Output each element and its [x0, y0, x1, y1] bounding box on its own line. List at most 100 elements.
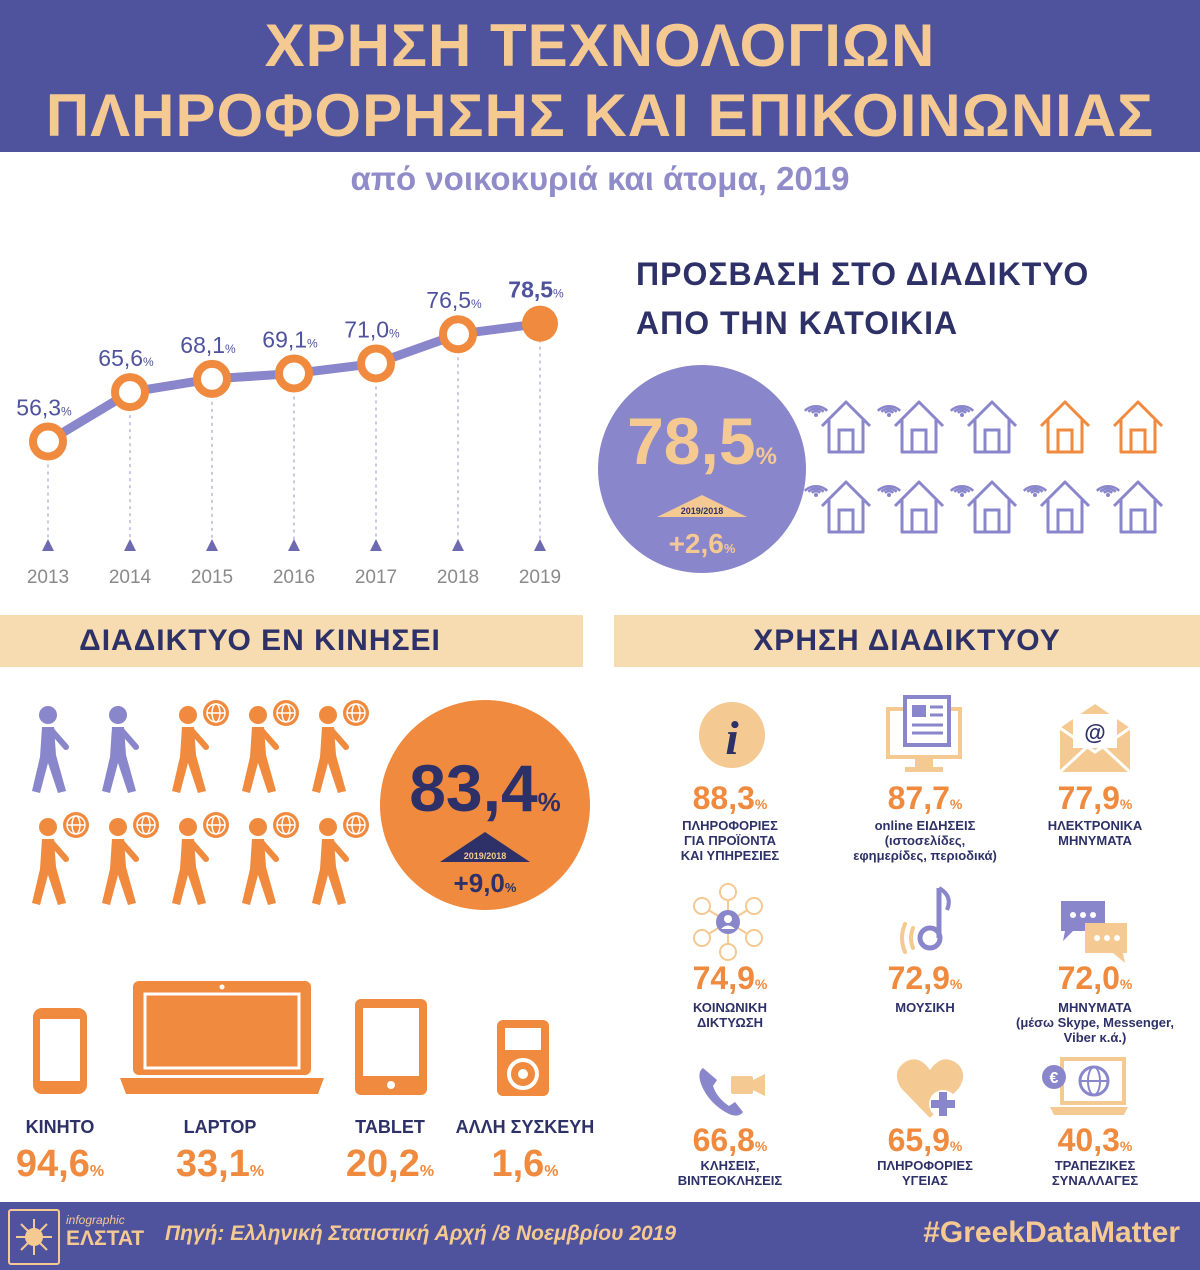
- media-player-icon: [497, 1020, 549, 1096]
- person-walking-icon: [102, 706, 139, 793]
- data-point: [439, 315, 477, 354]
- svg-text:i: i: [725, 712, 739, 765]
- access-title-line-1: ΠΡΟΣΒΑΣΗ ΣΤΟ ΔΙΑΔΙΚΤΥΟ: [636, 256, 1090, 292]
- x-tick-label: 2018: [437, 567, 479, 588]
- laptop-icon: [120, 981, 324, 1094]
- x-tick-label: 2016: [273, 567, 315, 588]
- person-with-globe-icon: [102, 812, 159, 905]
- usage-value-chat: 72,0%: [1057, 960, 1133, 996]
- house-icon: [876, 400, 945, 454]
- house-icon-highlight: [1112, 400, 1164, 454]
- x-tick-label: 2019: [519, 567, 561, 588]
- title-line-2: ΠΛΗΡΟΦΟΡΗΣΗΣ ΚΑΙ ΕΠΙΚΟΙΝΩΝΙΑΣ: [45, 82, 1155, 149]
- chart-points: [29, 305, 558, 461]
- person-with-globe-icon: [312, 700, 369, 793]
- wifi-icon: [876, 404, 902, 417]
- usage-section-bar: ΧΡΗΣΗ ΔΙΑΔΙΚΤΥΟΥ: [614, 615, 1200, 667]
- svg-text:@: @: [1084, 720, 1105, 745]
- person-with-globe-icon: [172, 700, 229, 793]
- email-icon: @: [1058, 704, 1132, 774]
- tick-marker: [124, 539, 136, 551]
- access-change-badge: 2019/2018: [657, 495, 747, 517]
- device-label-laptop: LAPTOP: [183, 1117, 257, 1137]
- x-tick-label: 2014: [109, 567, 152, 588]
- tick-marker: [42, 539, 54, 551]
- chart-x-tick-labels: 2013 2014 2015 2016 2017 2018 2019: [27, 567, 561, 588]
- data-point: [111, 373, 149, 412]
- tablet-icon: [355, 999, 427, 1095]
- usage-label-banking: ΤΡΑΠΕΖΙΚΕΣ ΣΥΝΑΛΛΑΓΕΣ: [1051, 1158, 1139, 1188]
- mobile-circle: [380, 700, 590, 910]
- data-point: [357, 344, 395, 383]
- data-label: 76,5%: [426, 287, 482, 313]
- device-label-mobile: ΚΙΝΗΤΟ: [25, 1117, 95, 1137]
- tick-marker: [534, 539, 546, 551]
- tick-marker: [206, 539, 218, 551]
- tick-marker: [452, 539, 464, 551]
- person-with-globe-icon: [242, 700, 299, 793]
- footer-source: Πηγή: Ελληνική Στατιστική Αρχή /8 Νοεμβρ…: [165, 1222, 677, 1245]
- device-label-tablet: TABLET: [355, 1117, 425, 1137]
- x-tick-label: 2015: [191, 567, 233, 588]
- house-icon: [949, 400, 1018, 454]
- wifi-icon: [1022, 484, 1048, 497]
- footer-bar: [0, 1202, 1200, 1270]
- person-with-globe-icon: [242, 812, 299, 905]
- mobile-change-badge: 2019/2018: [440, 832, 530, 862]
- house-icon: [1095, 480, 1164, 534]
- data-label: 78,5%: [508, 277, 564, 303]
- access-value: 78,5%: [627, 404, 777, 478]
- mobile-value: 83,4%: [409, 751, 561, 825]
- house-icon: [803, 480, 872, 534]
- mobile-change: +9,0%: [453, 868, 517, 898]
- tick-marker: [370, 539, 382, 551]
- access-circle: [598, 365, 806, 573]
- people-pictogram: [32, 700, 369, 905]
- mobile-change-period: 2019/2018: [464, 851, 507, 861]
- x-tick-label: 2013: [27, 567, 69, 588]
- person-with-globe-icon: [312, 812, 369, 905]
- logo-caption: infographic: [66, 1213, 125, 1227]
- access-change-period: 2019/2018: [681, 506, 724, 516]
- data-point: [275, 354, 313, 393]
- usage-value-info: 88,3%: [692, 780, 768, 816]
- wifi-icon: [876, 484, 902, 497]
- wifi-icon: [949, 404, 975, 417]
- wifi-icon: [803, 484, 829, 497]
- usage-label-chat: ΜΗΝΥΜΑΤΑ (μέσω Skype, Messenger, Viber κ.ά…: [1016, 1000, 1174, 1045]
- device-value-laptop: 33,1%: [175, 1143, 265, 1185]
- usage-value-health: 65,9%: [887, 1122, 963, 1158]
- data-label: 71,0%: [344, 316, 400, 342]
- house-icon: [803, 400, 872, 454]
- wifi-icon: [1095, 484, 1121, 497]
- chat-icon: [1061, 901, 1127, 963]
- title-line-1: ΧΡΗΣΗ ΤΕΧΝΟΛΟΓΙΩΝ: [264, 12, 936, 79]
- svg-text:€: €: [1050, 1070, 1059, 1087]
- usage-label-info: ΠΛΗΡΟΦΟΡΙΕΣ ΓΙΑ ΠΡΟΪΟΝΤΑ ΚΑΙ ΥΠΗΡΕΣΙΕΣ: [680, 818, 780, 863]
- usage-value-music: 72,9%: [887, 960, 963, 996]
- device-value-other: 1,6%: [491, 1143, 559, 1185]
- chart-guides: [42, 339, 546, 551]
- usage-label-email: ΗΛΕΚΤΡΟΝΙΚΑ ΜΗΝΥΜΑΤΑ: [1047, 818, 1143, 848]
- usage-label-calls: ΚΛΗΣΕΙΣ, ΒΙΝΤΕΟΚΛΗΣΕΙΣ: [677, 1158, 783, 1188]
- tick-marker: [288, 539, 300, 551]
- info-icon: i: [699, 702, 765, 768]
- data-label: 56,3%: [16, 395, 72, 421]
- health-icon: [896, 1059, 964, 1118]
- logo-name: ΕΛΣΤΑΤ: [66, 1227, 145, 1250]
- usage-label-news: online ΕΙΔΗΣΕΙΣ (ιστοσελίδες, εφημερίδες, …: [853, 818, 997, 863]
- access-title-line-2: ΑΠΟ ΤΗΝ ΚΑΤΟΙΚΙΑ: [636, 305, 959, 341]
- mobile-phone-icon: [33, 1008, 87, 1094]
- house-icon: [949, 480, 1018, 534]
- device-value-mobile: 94,6%: [15, 1143, 105, 1185]
- banking-icon: €: [1042, 1057, 1128, 1115]
- wifi-icon: [949, 484, 975, 497]
- person-with-globe-icon: [172, 812, 229, 905]
- elstat-logo-icon: [8, 1209, 60, 1265]
- house-icon: [876, 480, 945, 534]
- usage-label-health: ΠΛΗΡΟΦΟΡΙΕΣ ΥΓΕΙΑΣ: [877, 1158, 973, 1188]
- data-label: 69,1%: [262, 327, 318, 353]
- social-network-icon: [693, 883, 763, 961]
- music-icon: [900, 886, 951, 954]
- mobile-section-bar: ΔΙΑΔΙΚΤΥΟ ΕΝ ΚΙΝΗΣΕΙ: [0, 615, 583, 667]
